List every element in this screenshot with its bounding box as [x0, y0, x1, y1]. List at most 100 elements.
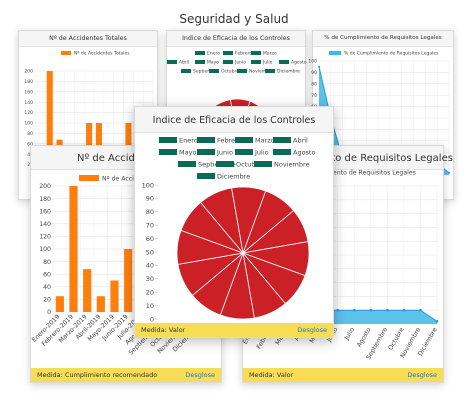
legend-label: Febrero	[235, 51, 252, 57]
bar	[124, 249, 133, 312]
legend-label: Diciembre	[277, 69, 300, 75]
y-tick-label: 40	[146, 262, 154, 270]
y-tick-label: 10	[146, 302, 154, 310]
legend-label: Agosto	[293, 149, 315, 157]
legend-label: Julio	[262, 60, 273, 66]
y-tick-label: 160	[24, 89, 33, 95]
y-tick-label: 200	[24, 69, 33, 75]
bg-controls-chart: Enero Febrero Marzo Abril Mayo Junio Julio Agos…	[167, 51, 307, 176]
compliance-title: % de Cumplimiento de Requisitos Legales	[243, 153, 453, 164]
legend-swatch	[273, 137, 291, 143]
y-tick-label: 120	[39, 234, 51, 241]
legend-label: Marzo	[263, 51, 277, 57]
legend-swatch	[235, 149, 253, 155]
legend-swatch	[181, 69, 191, 73]
y-tick-label: 20	[146, 288, 154, 296]
accidents-footer: Medida: Cumplimiento recomendado Desglos…	[31, 368, 221, 382]
y-tick-label: 80	[27, 131, 33, 137]
legend-swatch	[159, 149, 177, 155]
data-point	[448, 171, 450, 174]
data-point	[336, 308, 340, 312]
accidents-measure-label: Medida: Cumplimiento recomendado	[37, 371, 158, 379]
compliance-measure-label: Medida: Valor	[249, 371, 294, 379]
legend-swatch	[216, 161, 234, 167]
legend-label: Noviembre	[274, 161, 309, 169]
bar	[69, 186, 78, 312]
bg-controls-title: Indice de Eficacia de los Controles	[182, 35, 290, 42]
y-tick-label: 30	[146, 275, 154, 283]
legend-swatch	[329, 51, 341, 55]
legend-swatch	[273, 149, 291, 155]
legend-swatch	[223, 51, 233, 55]
legend-swatch	[209, 69, 219, 73]
legend-label: Enero	[179, 137, 198, 145]
pie-slice	[231, 186, 267, 255]
legend-label: Enero	[207, 51, 220, 57]
y-tick-label: 60	[27, 141, 33, 147]
legend-swatch	[265, 69, 275, 73]
y-tick-label: 80	[43, 259, 51, 266]
data-point	[402, 308, 406, 312]
legend-swatch	[197, 173, 215, 179]
legend-swatch	[197, 137, 215, 143]
y-tick-label: 80	[311, 81, 317, 87]
legend-label: Octubre	[221, 69, 239, 75]
y-tick-label: 80	[146, 208, 154, 216]
y-tick-label: 90	[311, 70, 317, 76]
accidents-breakdown-link[interactable]: Desglose	[185, 371, 215, 379]
legend-label: Abril	[179, 60, 189, 66]
legend-label: Abril	[293, 137, 308, 145]
y-tick-label: 180	[39, 196, 51, 203]
bar	[55, 296, 64, 312]
legend-swatch	[254, 161, 272, 167]
data-point	[386, 308, 389, 312]
data-point	[369, 308, 373, 312]
compliance-breakdown-link[interactable]: Desglose	[407, 371, 437, 379]
controls-breakdown-link[interactable]: Desglose	[297, 326, 327, 334]
data-point	[435, 319, 439, 323]
legend-swatch	[178, 161, 196, 167]
legend-label: % de Cumplimiento de Requisitos Legales	[344, 51, 439, 57]
legend-label: Julio	[254, 149, 269, 157]
y-tick-label: 20	[43, 297, 51, 304]
legend-swatch	[195, 51, 205, 55]
controls-measure-label: Medida: Valor	[141, 326, 186, 334]
controls-chart: Enero Febrero Marzo Abril Mayo Junio Julio Agos…	[142, 137, 316, 324]
y-tick-label: 200	[39, 183, 51, 190]
bar	[110, 280, 119, 312]
legend-label: Junio	[216, 149, 233, 157]
legend-label: Marzo	[255, 137, 275, 145]
y-tick-label: 100	[39, 246, 51, 253]
controls-panel: Indice de Eficacia de los Controles Ener…	[134, 106, 334, 338]
y-tick-label: 180	[24, 79, 33, 85]
legend-swatch	[223, 60, 233, 64]
bar	[46, 71, 53, 175]
controls-footer: Medida: Valor Desglose	[135, 323, 333, 337]
data-point	[419, 308, 422, 312]
legend-swatch	[235, 137, 253, 143]
page-title: Seguridad y Salud	[179, 12, 289, 26]
x-tick-label: Agosto	[356, 326, 373, 348]
legend-label: % de Cumplimiento de Requisitos Legales	[286, 170, 416, 177]
legend-label: Octubre	[236, 161, 262, 169]
legend-label: Nº de Accidentes Totales	[74, 51, 130, 57]
legend-label: Diciembre	[217, 173, 250, 181]
compliance-footer: Medida: Valor Desglose	[243, 368, 443, 382]
y-tick-label: 100	[24, 121, 33, 127]
y-tick-label: 90	[146, 195, 154, 203]
y-tick-label: 60	[146, 235, 154, 243]
bar	[83, 269, 92, 312]
legend-label: Noviembre	[249, 69, 274, 75]
data-point	[318, 65, 320, 68]
legend-label: Agosto	[291, 60, 307, 66]
legend-label: Febrero	[217, 137, 242, 145]
legend-swatch	[237, 69, 247, 73]
y-tick-label: 70	[311, 93, 317, 99]
legend-label: Junio	[234, 60, 246, 66]
y-tick-label: 0	[150, 315, 154, 323]
legend-label: Septiembre	[193, 69, 219, 75]
y-tick-label: 100	[308, 59, 317, 65]
y-tick-label: 140	[39, 221, 51, 228]
legend-label: Mayo	[207, 60, 219, 66]
x-tick-label: Julio	[343, 326, 356, 342]
